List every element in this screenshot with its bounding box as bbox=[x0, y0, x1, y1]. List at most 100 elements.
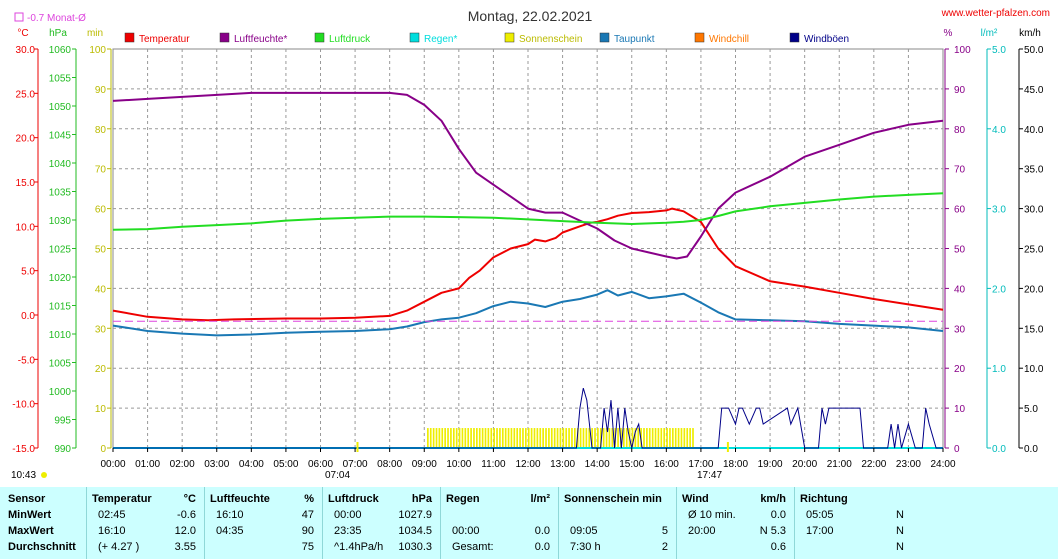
sunshine-bar bbox=[663, 428, 666, 448]
x-tick-label: 14:00 bbox=[585, 459, 610, 470]
humidity-tick-label: 70 bbox=[954, 165, 966, 176]
humidity-tick-label: 90 bbox=[954, 85, 966, 96]
pressure-tick-label: 1040 bbox=[49, 159, 72, 170]
pressure-line bbox=[112, 192, 944, 231]
sunshine-bar bbox=[473, 428, 475, 448]
temperature-tick-label: 30.0 bbox=[16, 45, 36, 56]
sunshine-bar bbox=[444, 428, 446, 448]
sunshine-bar bbox=[602, 428, 605, 448]
sunshine-bar bbox=[677, 428, 680, 448]
pressure-tick-label: 995 bbox=[54, 416, 71, 427]
stats-humidity-time: 16:10 bbox=[216, 509, 244, 521]
humidity-tick-label: 20 bbox=[954, 364, 966, 375]
sunshine-bar bbox=[476, 428, 478, 448]
wind-tick-label: 50.0 bbox=[1024, 45, 1044, 56]
stats-direction-time: 17:00 bbox=[806, 525, 834, 537]
stats-direction-time: 05:05 bbox=[806, 509, 834, 521]
stats-sunshine-time: 09:05 bbox=[570, 525, 598, 537]
pressure-tick-label: 1000 bbox=[49, 387, 72, 398]
pressure-tick-label: 1025 bbox=[49, 245, 72, 256]
pressure-tick-label: 1035 bbox=[49, 188, 72, 199]
sunshine-bar bbox=[533, 428, 536, 448]
sunshine-bar bbox=[686, 428, 689, 448]
sunshine-bar bbox=[530, 428, 533, 448]
wind-tick-label: 30.0 bbox=[1024, 205, 1044, 216]
wind-tick-label: 25.0 bbox=[1024, 245, 1044, 256]
sunshine-bar bbox=[582, 428, 585, 448]
site-url[interactable]: www.wetter-pfalzen.com bbox=[941, 8, 1050, 19]
legend-swatch-dewpoint bbox=[599, 32, 610, 43]
sunshine-tick-label: 30 bbox=[95, 324, 107, 335]
stats-humidity-value: 75 bbox=[301, 541, 314, 553]
temperature-tick-label: 10.0 bbox=[16, 222, 36, 233]
stats-wind-value: N 5.3 bbox=[759, 525, 786, 537]
sunshine-bar bbox=[611, 428, 614, 448]
stats-column-separator bbox=[204, 487, 205, 559]
wind-tick-label: 40.0 bbox=[1024, 125, 1044, 136]
stats-pressure-time: 00:00 bbox=[334, 509, 362, 521]
sunshine-bar bbox=[522, 428, 524, 448]
legend-swatch-sunshine bbox=[504, 32, 515, 43]
sunshine-bar bbox=[536, 428, 539, 448]
x-tick-label: 22:00 bbox=[861, 459, 886, 470]
sunshine-bar bbox=[680, 428, 683, 448]
stats-pressure-title: Luftdruck bbox=[328, 493, 379, 505]
humidity-line bbox=[112, 91, 944, 260]
humidity-tick-label: 30 bbox=[954, 324, 966, 335]
stats-direction-title: Richtung bbox=[800, 493, 848, 505]
stats-pressure-value: 1034.5 bbox=[398, 525, 432, 537]
pressure-tick-label: 1060 bbox=[49, 45, 72, 56]
humidity-tick-label: 40 bbox=[954, 284, 966, 295]
sunshine-bar bbox=[579, 428, 582, 448]
sunshine-bar bbox=[669, 428, 671, 448]
sunshine-bar bbox=[467, 428, 470, 448]
stats-rain-value: 0.0 bbox=[534, 541, 550, 553]
stats-column-separator bbox=[440, 487, 441, 559]
sunshine-bar bbox=[507, 428, 510, 448]
rain-tick-label: 4.0 bbox=[992, 125, 1006, 136]
sunshine-tick-label: 100 bbox=[89, 45, 106, 56]
stats-row-label: MaxWert bbox=[8, 525, 54, 537]
humidity-tick-label: 10 bbox=[954, 404, 966, 415]
pressure-tick-label: 1030 bbox=[49, 216, 72, 227]
temperature-tick-label: 15.0 bbox=[16, 178, 36, 189]
sunshine-bar bbox=[657, 428, 660, 448]
x-tick-label: 19:00 bbox=[758, 459, 783, 470]
stats-sunshine-value: 2 bbox=[661, 541, 668, 553]
sunshine-bar bbox=[585, 428, 588, 448]
sunshine-bar bbox=[504, 428, 507, 448]
sunshine-bar bbox=[568, 428, 570, 448]
wind-tick-label: 5.0 bbox=[1024, 404, 1038, 415]
sunshine-bar bbox=[461, 428, 464, 448]
stats-humidity-unit: % bbox=[304, 493, 314, 505]
stats-rain-unit: l/m² bbox=[530, 493, 550, 505]
wind-tick-label: 20.0 bbox=[1024, 284, 1044, 295]
gusts-line bbox=[113, 387, 943, 449]
sunshine-bar bbox=[634, 428, 637, 448]
sunshine-bar bbox=[501, 428, 504, 448]
sunshine-bar bbox=[666, 428, 668, 448]
stats-row-label: Durchschnitt bbox=[8, 541, 76, 553]
sunshine-bar bbox=[550, 428, 553, 448]
legend-swatch-temperature bbox=[124, 32, 135, 43]
legend-label-temperature: Temperatur bbox=[139, 34, 190, 45]
temperature-tick-label: 20.0 bbox=[16, 134, 36, 145]
stats-wind-value: 0.6 bbox=[770, 541, 786, 553]
sunshine-bar bbox=[478, 428, 481, 448]
stats-direction-value: N bbox=[896, 509, 904, 521]
sunshine-bar bbox=[427, 428, 429, 448]
stats-direction-value: N bbox=[896, 541, 904, 553]
sunshine-bar bbox=[597, 428, 599, 448]
stats-column-separator bbox=[676, 487, 677, 559]
sunshine-bar bbox=[435, 428, 438, 448]
sunshine-bar bbox=[605, 428, 608, 448]
sunshine-bar bbox=[643, 428, 645, 448]
legend-swatch-rain bbox=[409, 32, 420, 43]
sunshine-bar bbox=[525, 428, 527, 448]
pressure-tick-label: 1020 bbox=[49, 273, 72, 284]
sunshine-bar bbox=[625, 428, 628, 448]
sunshine-bar bbox=[648, 428, 651, 448]
monthavg-legend-box bbox=[14, 12, 24, 22]
stats-humidity-value: 47 bbox=[301, 509, 314, 521]
sunshine-bar bbox=[622, 428, 625, 448]
